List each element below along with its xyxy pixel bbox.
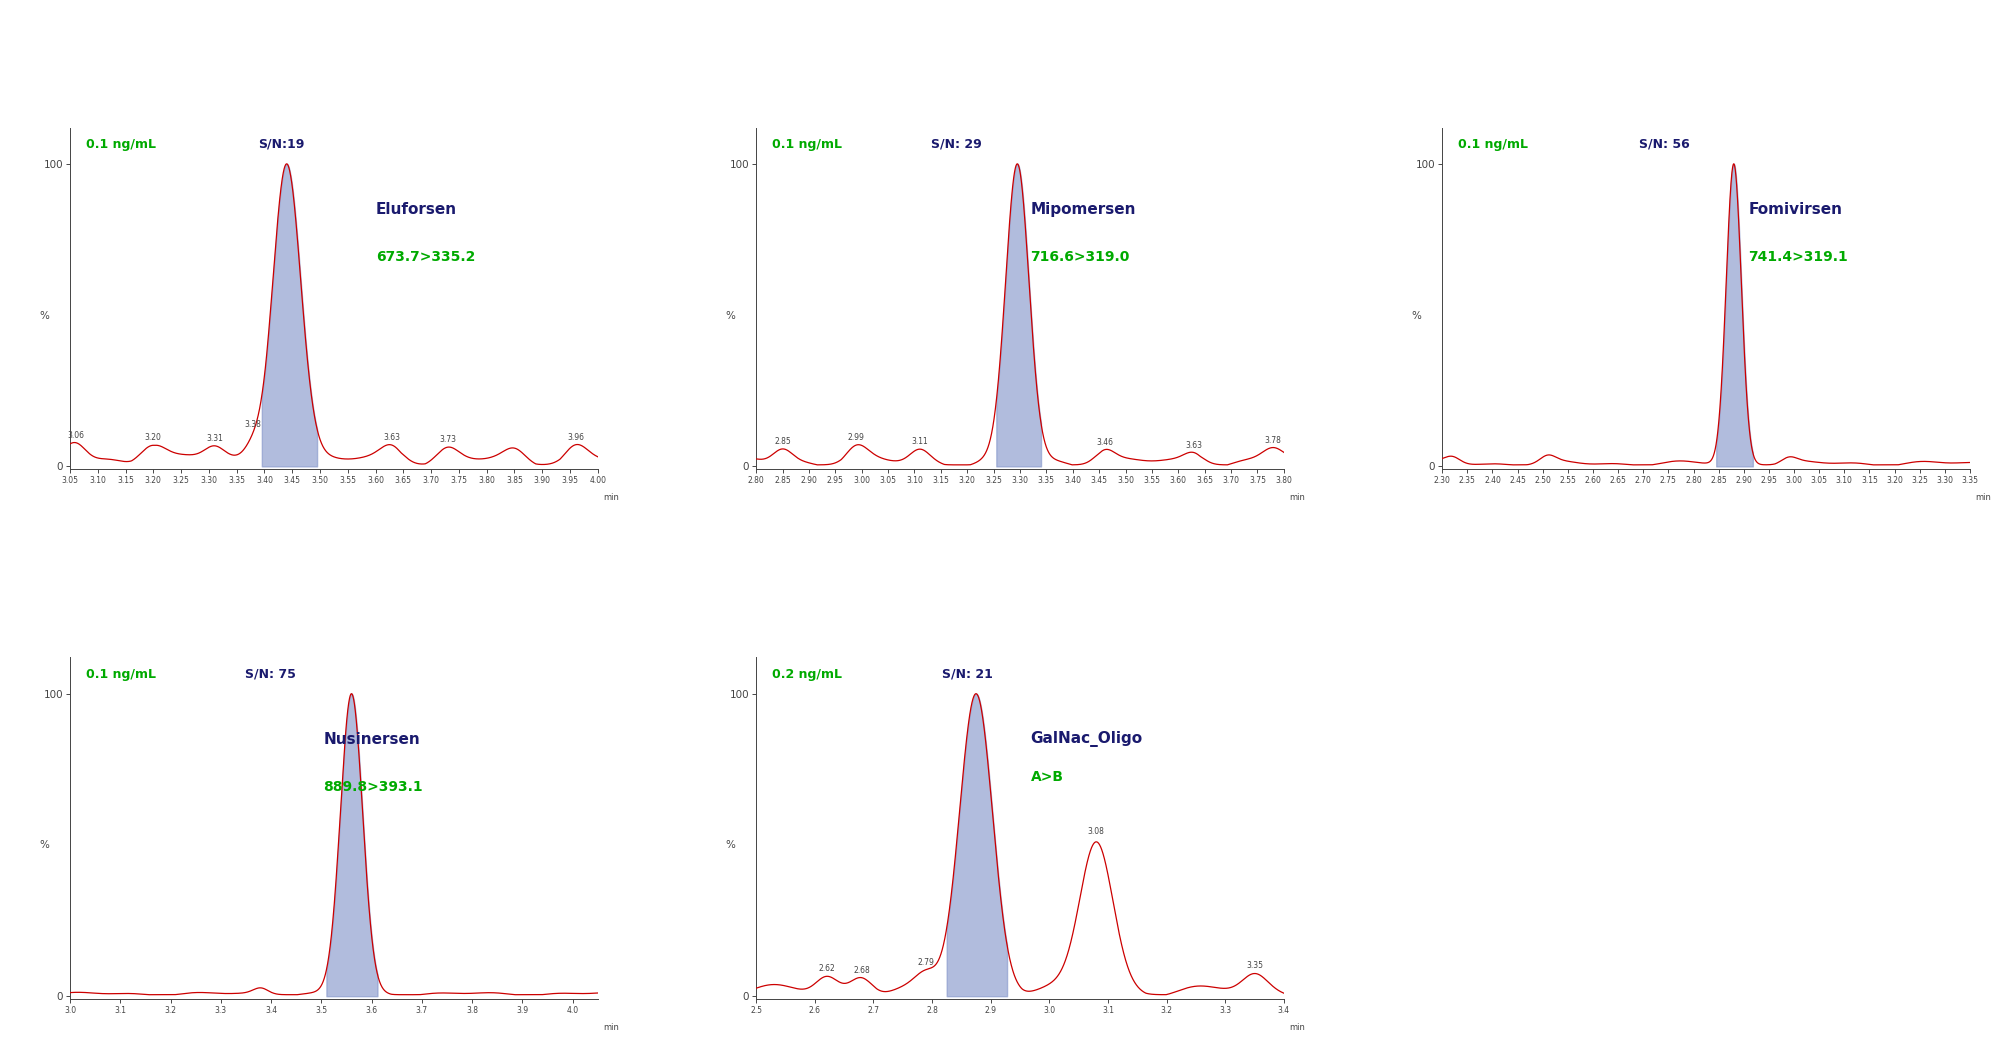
- Text: %: %: [1412, 310, 1422, 321]
- Text: 3.63: 3.63: [1186, 440, 1202, 450]
- Text: 716.6>319.0: 716.6>319.0: [1030, 251, 1130, 265]
- Text: S/N: 56: S/N: 56: [1638, 138, 1690, 151]
- Text: S/N: 21: S/N: 21: [942, 668, 992, 680]
- Text: Fomivirsen: Fomivirsen: [1748, 202, 1842, 217]
- Text: min: min: [1976, 493, 1992, 503]
- Text: Eluforsen: Eluforsen: [376, 202, 458, 217]
- Text: 3.96: 3.96: [568, 433, 584, 442]
- Text: 3.63: 3.63: [384, 433, 400, 442]
- Text: 3.38: 3.38: [244, 420, 262, 428]
- Text: 3.20: 3.20: [144, 434, 162, 442]
- Text: 0.1 ng/mL: 0.1 ng/mL: [772, 138, 842, 151]
- Text: min: min: [1290, 1024, 1306, 1032]
- Text: 889.8>393.1: 889.8>393.1: [324, 780, 422, 794]
- Text: %: %: [726, 841, 736, 850]
- Text: 0.1 ng/mL: 0.1 ng/mL: [86, 668, 156, 680]
- Text: Mipomersen: Mipomersen: [1030, 202, 1136, 217]
- Text: 0.1 ng/mL: 0.1 ng/mL: [1458, 138, 1528, 151]
- Text: 741.4>319.1: 741.4>319.1: [1748, 251, 1848, 265]
- Text: 3.11: 3.11: [912, 437, 928, 446]
- Text: S/N: 75: S/N: 75: [246, 668, 296, 680]
- Text: 2.85: 2.85: [774, 437, 790, 445]
- Text: 3.73: 3.73: [440, 435, 456, 444]
- Text: %: %: [726, 310, 736, 321]
- Text: 3.78: 3.78: [1264, 436, 1282, 444]
- Text: 3.31: 3.31: [206, 434, 222, 443]
- Text: Nusinersen: Nusinersen: [324, 732, 420, 747]
- Text: 3.06: 3.06: [68, 431, 84, 440]
- Text: 2.62: 2.62: [818, 964, 834, 974]
- Text: 2.99: 2.99: [848, 433, 864, 442]
- Text: 2.79: 2.79: [918, 958, 934, 966]
- Text: A>B: A>B: [1030, 770, 1064, 784]
- Text: min: min: [1290, 493, 1306, 503]
- Text: S/N:19: S/N:19: [258, 138, 304, 151]
- Text: GalNac_Oligo: GalNac_Oligo: [1030, 731, 1142, 747]
- Text: 3.46: 3.46: [1096, 438, 1112, 446]
- Text: %: %: [40, 841, 48, 850]
- Text: 2.68: 2.68: [854, 965, 870, 975]
- Text: 3.08: 3.08: [1088, 827, 1104, 836]
- Text: S/N: 29: S/N: 29: [932, 138, 982, 151]
- Text: min: min: [604, 1024, 618, 1032]
- Text: %: %: [40, 310, 48, 321]
- Text: 3.35: 3.35: [1246, 962, 1264, 971]
- Text: min: min: [604, 493, 618, 503]
- Text: 0.1 ng/mL: 0.1 ng/mL: [86, 138, 156, 151]
- Text: 0.2 ng/mL: 0.2 ng/mL: [772, 668, 842, 680]
- Text: 673.7>335.2: 673.7>335.2: [376, 251, 476, 265]
